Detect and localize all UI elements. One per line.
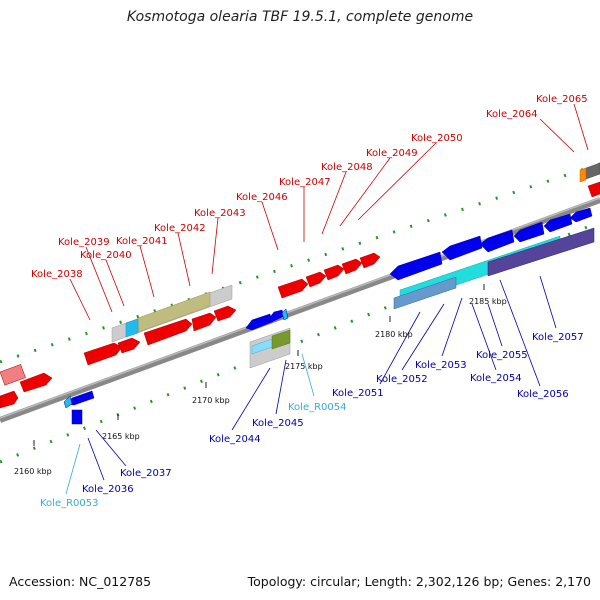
label-kole-2052: Kole_2052 <box>376 374 428 385</box>
label-kole-2036: Kole_2036 <box>82 484 134 495</box>
gene-kole-2051 <box>389 251 443 281</box>
region-dark <box>585 162 600 180</box>
gene-kole-2042 <box>191 312 217 332</box>
gene-kole-2054 <box>513 221 545 243</box>
gene-kole-2043 <box>213 305 237 322</box>
label-kole-2057: Kole_2057 <box>532 332 584 343</box>
tick-label-2180: 2180 kbp <box>375 330 413 339</box>
tick-label-2170: 2170 kbp <box>192 396 230 405</box>
label-kole-2055: Kole_2055 <box>476 350 528 361</box>
gene-kole-2047 <box>305 271 327 288</box>
label-kole-2047: Kole_2047 <box>279 177 331 188</box>
tick-label-2175: 2175 kbp <box>285 362 323 371</box>
forward-genes <box>0 162 600 409</box>
map-title: Kosmotoga olearia TBF 19.5.1, complete g… <box>126 9 474 25</box>
gene-left-pink <box>0 364 26 386</box>
lower-labels: Kole_R0053 Kole_2036 Kole_2037 Kole_2044… <box>40 332 584 509</box>
label-kole-2037: Kole_2037 <box>120 468 172 479</box>
label-kole-2046: Kole_2046 <box>236 192 288 203</box>
label-kole-2056: Kole_2056 <box>517 389 569 400</box>
label-kole-2041: Kole_2041 <box>116 236 168 247</box>
tick-label-2165: 2165 kbp <box>102 432 140 441</box>
label-kole-2049: Kole_2049 <box>366 148 418 159</box>
gene-kole-2065 <box>587 181 600 198</box>
gene-kole-2050 <box>359 252 381 269</box>
label-kole-2048: Kole_2048 <box>321 162 373 173</box>
genome-summary-text: Topology: circular; Length: 2,302,126 bp… <box>247 574 591 589</box>
upper-labels: Kole_2038 Kole_2039 Kole_2040 Kole_2041 … <box>31 94 588 280</box>
scale-tick-labels: 2160 kbp 2165 kbp 2170 kbp 2175 kbp 2180… <box>14 297 507 476</box>
gene-kole-2041 <box>143 318 193 346</box>
gene-kole-2039 <box>83 342 123 366</box>
region-blue-stripe <box>393 276 457 310</box>
tick-label-2160: 2160 kbp <box>14 467 52 476</box>
lower-leader-lines <box>65 275 557 495</box>
reverse-genes <box>63 207 595 425</box>
region-purple <box>487 227 595 277</box>
gene-kole-2049 <box>341 258 363 275</box>
gene-kole-2048 <box>323 264 345 281</box>
label-kole-r0054: Kole_R0054 <box>288 402 347 413</box>
label-kole-2040: Kole_2040 <box>80 250 132 261</box>
label-kole-2065: Kole_2065 <box>536 94 588 105</box>
label-kole-2043: Kole_2043 <box>194 208 246 219</box>
scale-ticks <box>33 284 485 446</box>
gene-left-red <box>19 372 53 393</box>
gene-kole-2037 <box>71 409 83 425</box>
rna-box <box>125 318 139 338</box>
label-kole-2039: Kole_2039 <box>58 237 110 248</box>
label-kole-2064: Kole_2064 <box>486 109 538 120</box>
gene-kole-2055 <box>543 213 573 233</box>
gene-kole-2053 <box>479 229 515 253</box>
region-green <box>271 329 291 350</box>
label-kole-2054: Kole_2054 <box>470 373 522 384</box>
label-kole-2044: Kole_2044 <box>209 434 261 445</box>
label-kole-2050: Kole_2050 <box>411 133 463 144</box>
label-kole-r0053: Kole_R0053 <box>40 498 99 509</box>
label-kole-2038: Kole_2038 <box>31 269 83 280</box>
label-kole-2042: Kole_2042 <box>154 223 206 234</box>
tick-label-2185: 2185 kbp <box>469 297 507 306</box>
region-orange <box>579 167 587 183</box>
gene-kole-2046 <box>277 278 309 299</box>
label-kole-2051: Kole_2051 <box>332 388 384 399</box>
gene-kole-2052 <box>441 235 483 261</box>
upper-leader-lines <box>69 103 589 321</box>
label-kole-2053: Kole_2053 <box>415 360 467 371</box>
label-kole-2045: Kole_2045 <box>252 418 304 429</box>
accession-text: Accession: NC_012785 <box>9 574 152 589</box>
